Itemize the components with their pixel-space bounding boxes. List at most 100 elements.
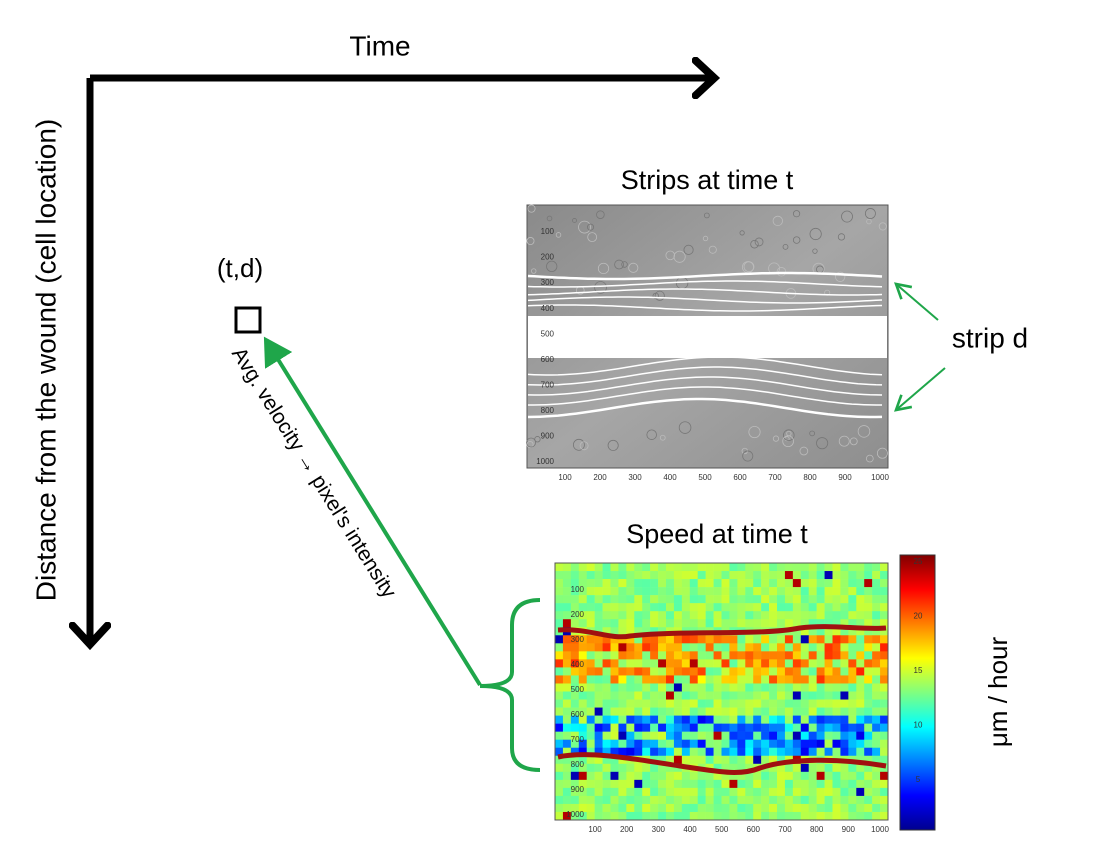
heatmap-cell <box>832 579 841 588</box>
heatmap-cell <box>721 643 730 652</box>
callout-arrow <box>894 367 946 412</box>
heatmap-cell <box>578 611 588 620</box>
heatmap-cell <box>650 707 659 716</box>
heatmap-cell <box>689 571 699 580</box>
wound-edge <box>557 624 887 640</box>
heatmap-cell <box>840 587 849 596</box>
heatmap-cell <box>578 715 588 724</box>
cell-texture <box>876 447 888 459</box>
heatmap-cell <box>697 635 706 644</box>
heatmap-cell <box>808 731 817 740</box>
heatmap-cell <box>777 563 786 572</box>
heatmap-cell <box>737 571 746 580</box>
heatmap-cell <box>777 603 786 612</box>
heatmap-cell <box>792 747 802 757</box>
heatmap-cell <box>808 563 817 572</box>
heatmap-cell <box>745 635 754 644</box>
heatmap-cell <box>555 635 564 644</box>
heatmap-cell <box>650 795 659 805</box>
y-tick-label: 600 <box>571 710 585 719</box>
heatmap-cell <box>578 651 588 660</box>
heatmap-cell <box>824 595 833 604</box>
heatmap-cell <box>666 675 675 684</box>
cell-texture <box>750 239 759 249</box>
heatmap-cell <box>570 779 580 789</box>
heatmap-cell <box>880 739 889 749</box>
heatmap-cell <box>721 667 730 676</box>
heatmap-cell <box>713 635 722 644</box>
heatmap-cell <box>800 739 810 749</box>
heatmap-cell <box>562 611 572 620</box>
heatmap-cell <box>673 675 683 684</box>
heatmap-cell <box>666 659 675 668</box>
heatmap-cell <box>800 803 810 813</box>
heatmap-cell <box>555 691 564 700</box>
heatmap-cell <box>784 675 794 684</box>
heatmap-cell <box>705 731 714 740</box>
heatmap-cell <box>761 579 770 588</box>
heatmap-cell <box>658 675 667 684</box>
heatmap-cell <box>856 675 865 684</box>
heatmap-cell <box>816 643 825 652</box>
heatmap-cell <box>697 675 706 684</box>
heatmap-cell <box>570 611 580 620</box>
x-tick-label: 300 <box>652 825 666 834</box>
heatmap-cell <box>689 715 699 724</box>
heatmap-cell <box>594 571 603 580</box>
heatmap-cell <box>745 803 754 813</box>
cell-texture <box>865 454 874 463</box>
colorbar <box>899 554 936 831</box>
heatmap-cell <box>602 699 611 708</box>
heatmap-cell <box>832 603 841 612</box>
cell-texture <box>578 220 591 234</box>
heatmap-cell <box>626 595 635 604</box>
heatmap-cell <box>562 643 572 652</box>
cell-texture <box>748 425 761 439</box>
heatmap-cell <box>650 739 659 749</box>
heatmap-cell <box>681 611 691 620</box>
heatmap-cell <box>769 787 778 797</box>
heatmap-cell <box>729 691 738 700</box>
cell-texture <box>743 261 755 273</box>
heatmap-cell <box>681 723 691 732</box>
heatmap-cell <box>808 611 817 620</box>
heatmap-cell <box>705 771 714 781</box>
heatmap-cell <box>737 707 746 716</box>
heatmap-cell <box>713 619 722 628</box>
heatmap-cell <box>792 563 802 572</box>
heatmap-cell <box>586 595 595 604</box>
heatmap-cell <box>832 723 841 732</box>
heatmap-cell <box>697 699 706 708</box>
heatmap-cell <box>872 779 881 789</box>
heatmap-cell <box>864 571 873 580</box>
heatmap-cell <box>634 691 643 700</box>
heatmap-cell <box>800 787 810 797</box>
heatmap-cell <box>737 779 746 789</box>
heatmap-cell <box>824 627 833 636</box>
heatmap-cell <box>681 787 691 797</box>
heatmap-cell <box>745 715 754 724</box>
heatmap-cell <box>729 715 738 724</box>
heatmap-cell <box>562 811 572 821</box>
heatmap-cell <box>856 571 865 580</box>
heatmap-cell <box>784 739 794 749</box>
heatmap-cell <box>650 603 659 612</box>
heatmap-cell <box>872 635 881 644</box>
heatmap-cell <box>737 587 746 596</box>
heatmap-cell <box>848 595 857 604</box>
heatmap-cell <box>610 627 619 636</box>
heatmap-cell <box>689 651 699 660</box>
heatmap-cell <box>681 755 691 765</box>
heatmap-cell <box>634 683 643 692</box>
x-tick-label: 700 <box>778 825 792 834</box>
heatmap-cell <box>673 811 683 821</box>
heatmap-cell <box>745 603 754 612</box>
heatmap-cell <box>864 579 873 588</box>
heatmap-cell <box>666 755 675 765</box>
heatmap-cell <box>808 587 817 596</box>
heatmap-cell <box>634 699 643 708</box>
heatmap-cell <box>792 627 802 636</box>
heatmap-cell <box>761 595 770 604</box>
heatmap-cell <box>586 739 595 749</box>
heatmap-cell <box>658 811 667 821</box>
